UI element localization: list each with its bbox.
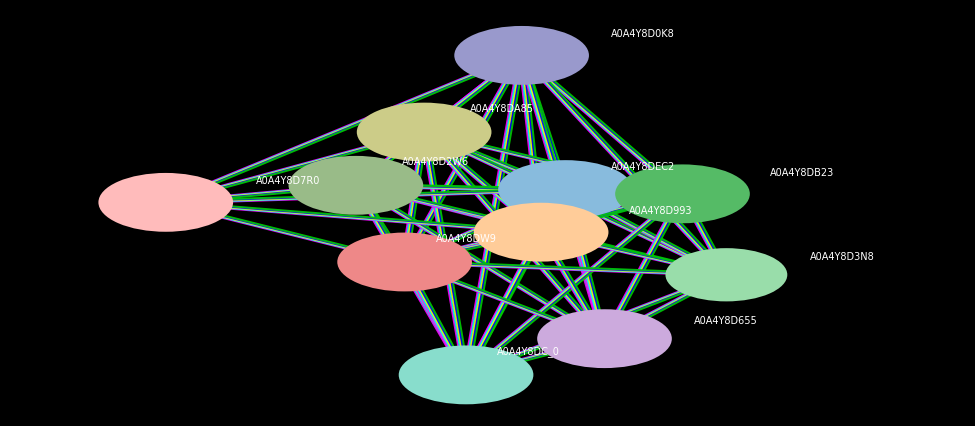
Circle shape	[399, 345, 533, 404]
Circle shape	[98, 173, 233, 232]
Text: A0A4Y8DB23: A0A4Y8DB23	[770, 168, 835, 178]
Text: A0A4Y8D3N8: A0A4Y8D3N8	[810, 252, 875, 262]
Text: A0A4Y8DA85: A0A4Y8DA85	[470, 104, 534, 114]
Text: A0A4Y8D0K8: A0A4Y8D0K8	[611, 29, 675, 39]
Circle shape	[537, 309, 672, 368]
Circle shape	[498, 160, 633, 219]
Text: A0A4Y8D993: A0A4Y8D993	[629, 206, 692, 216]
Text: A0A4Y8D655: A0A4Y8D655	[694, 316, 758, 326]
Circle shape	[357, 103, 491, 161]
Text: A0A4Y8DEC2: A0A4Y8DEC2	[611, 162, 676, 172]
Circle shape	[666, 248, 787, 301]
Circle shape	[615, 164, 750, 223]
Circle shape	[337, 233, 472, 291]
Text: A0A4Y8DW9: A0A4Y8DW9	[436, 234, 496, 244]
Circle shape	[474, 203, 608, 262]
Text: A0A4Y8D7R0: A0A4Y8D7R0	[255, 176, 320, 186]
Text: A0A4Y8DC_0: A0A4Y8DC_0	[497, 346, 560, 357]
Text: A0A4Y8D2W6: A0A4Y8D2W6	[402, 158, 469, 167]
Circle shape	[289, 156, 423, 215]
Circle shape	[454, 26, 589, 85]
